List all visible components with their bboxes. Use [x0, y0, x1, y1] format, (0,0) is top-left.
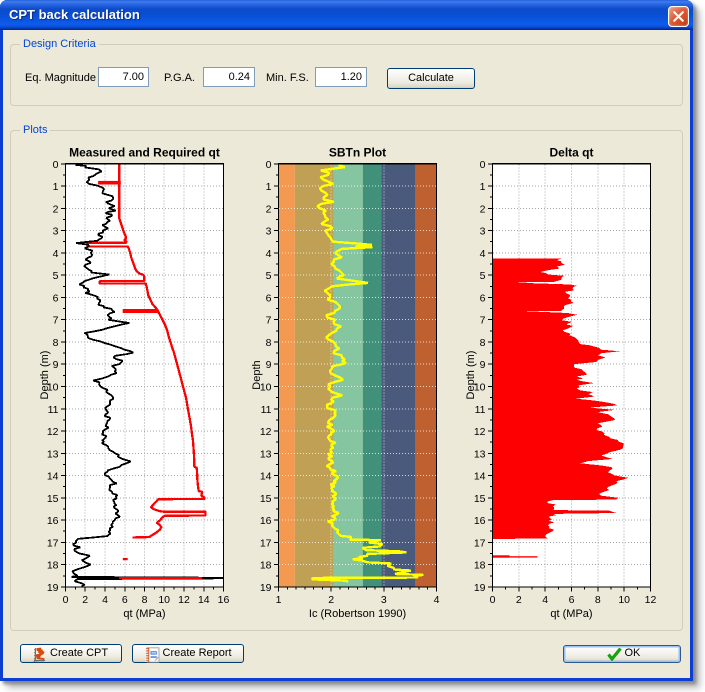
- svg-text:6: 6: [266, 292, 272, 304]
- svg-text:19: 19: [474, 582, 486, 594]
- svg-text:Depth (m): Depth (m): [465, 351, 477, 400]
- svg-text:12: 12: [178, 594, 190, 606]
- svg-text:16: 16: [218, 594, 230, 606]
- svg-text:11: 11: [261, 404, 272, 416]
- svg-text:Depth (m): Depth (m): [39, 351, 51, 400]
- svg-text:8: 8: [266, 337, 272, 349]
- svg-text:1: 1: [266, 181, 272, 193]
- svg-text:11: 11: [475, 404, 486, 416]
- svg-text:9: 9: [53, 359, 59, 371]
- svg-text:10: 10: [158, 594, 170, 606]
- svg-text:Delta qt: Delta qt: [549, 146, 593, 160]
- svg-text:qt (MPa): qt (MPa): [123, 608, 165, 620]
- svg-text:Ic (Robertson 1990): Ic (Robertson 1990): [309, 608, 406, 620]
- svg-text:8: 8: [53, 337, 59, 349]
- svg-text:10: 10: [260, 382, 272, 394]
- svg-text:5: 5: [53, 270, 59, 282]
- svg-text:8: 8: [595, 594, 601, 606]
- svg-text:6: 6: [480, 292, 486, 304]
- svg-text:6: 6: [53, 292, 59, 304]
- svg-text:0: 0: [63, 594, 69, 606]
- svg-text:7: 7: [480, 315, 486, 327]
- svg-text:1: 1: [53, 181, 59, 193]
- svg-text:3: 3: [480, 226, 486, 238]
- svg-text:16: 16: [474, 515, 486, 527]
- svg-text:2: 2: [82, 594, 88, 606]
- svg-text:8: 8: [142, 594, 148, 606]
- svg-text:13: 13: [474, 448, 486, 460]
- svg-text:17: 17: [474, 537, 486, 549]
- svg-text:3: 3: [266, 226, 272, 238]
- svg-text:2: 2: [328, 594, 334, 606]
- svg-text:4: 4: [102, 594, 108, 606]
- svg-text:5: 5: [480, 270, 486, 282]
- svg-text:12: 12: [645, 594, 657, 606]
- svg-text:9: 9: [480, 359, 486, 371]
- svg-text:4: 4: [434, 594, 440, 606]
- svg-text:10: 10: [618, 594, 630, 606]
- svg-text:16: 16: [260, 515, 272, 527]
- svg-text:15: 15: [474, 493, 486, 505]
- svg-text:7: 7: [53, 315, 59, 327]
- svg-text:2: 2: [480, 203, 486, 215]
- svg-text:10: 10: [474, 382, 486, 394]
- svg-text:3: 3: [381, 594, 387, 606]
- svg-text:12: 12: [474, 426, 486, 438]
- svg-text:4: 4: [266, 248, 272, 260]
- svg-text:18: 18: [474, 560, 486, 572]
- svg-text:0: 0: [53, 159, 59, 171]
- svg-text:10: 10: [47, 382, 59, 394]
- svg-text:18: 18: [47, 560, 59, 572]
- svg-text:4: 4: [480, 248, 486, 260]
- svg-text:14: 14: [198, 594, 210, 606]
- svg-text:3: 3: [53, 226, 59, 238]
- svg-text:0: 0: [480, 159, 486, 171]
- svg-text:1: 1: [276, 594, 282, 606]
- svg-text:11: 11: [48, 404, 59, 416]
- svg-text:0: 0: [490, 594, 496, 606]
- svg-text:1: 1: [480, 181, 486, 193]
- svg-text:8: 8: [480, 337, 486, 349]
- svg-text:13: 13: [47, 448, 59, 460]
- svg-text:Depth: Depth: [251, 360, 263, 389]
- svg-text:0: 0: [266, 159, 272, 171]
- svg-text:14: 14: [474, 471, 486, 483]
- svg-text:12: 12: [47, 426, 59, 438]
- svg-text:qt (MPa): qt (MPa): [550, 608, 592, 620]
- svg-text:4: 4: [53, 248, 59, 260]
- svg-text:19: 19: [260, 582, 272, 594]
- svg-text:9: 9: [266, 359, 272, 371]
- svg-text:2: 2: [266, 203, 272, 215]
- svg-text:15: 15: [260, 493, 272, 505]
- svg-text:Measured and Required qt: Measured and Required qt: [69, 146, 220, 160]
- svg-text:2: 2: [516, 594, 522, 606]
- svg-text:4: 4: [542, 594, 548, 606]
- svg-text:5: 5: [266, 270, 272, 282]
- svg-text:13: 13: [260, 448, 272, 460]
- svg-text:14: 14: [47, 471, 59, 483]
- svg-text:14: 14: [260, 471, 272, 483]
- svg-text:17: 17: [260, 537, 272, 549]
- svg-text:2: 2: [53, 203, 59, 215]
- svg-text:17: 17: [47, 537, 59, 549]
- svg-text:18: 18: [260, 560, 272, 572]
- svg-text:6: 6: [569, 594, 575, 606]
- svg-text:16: 16: [47, 515, 59, 527]
- svg-text:19: 19: [47, 582, 59, 594]
- svg-text:7: 7: [266, 315, 272, 327]
- svg-text:15: 15: [47, 493, 59, 505]
- svg-text:12: 12: [260, 426, 272, 438]
- svg-text:SBTn Plot: SBTn Plot: [329, 146, 386, 160]
- svg-text:6: 6: [122, 594, 128, 606]
